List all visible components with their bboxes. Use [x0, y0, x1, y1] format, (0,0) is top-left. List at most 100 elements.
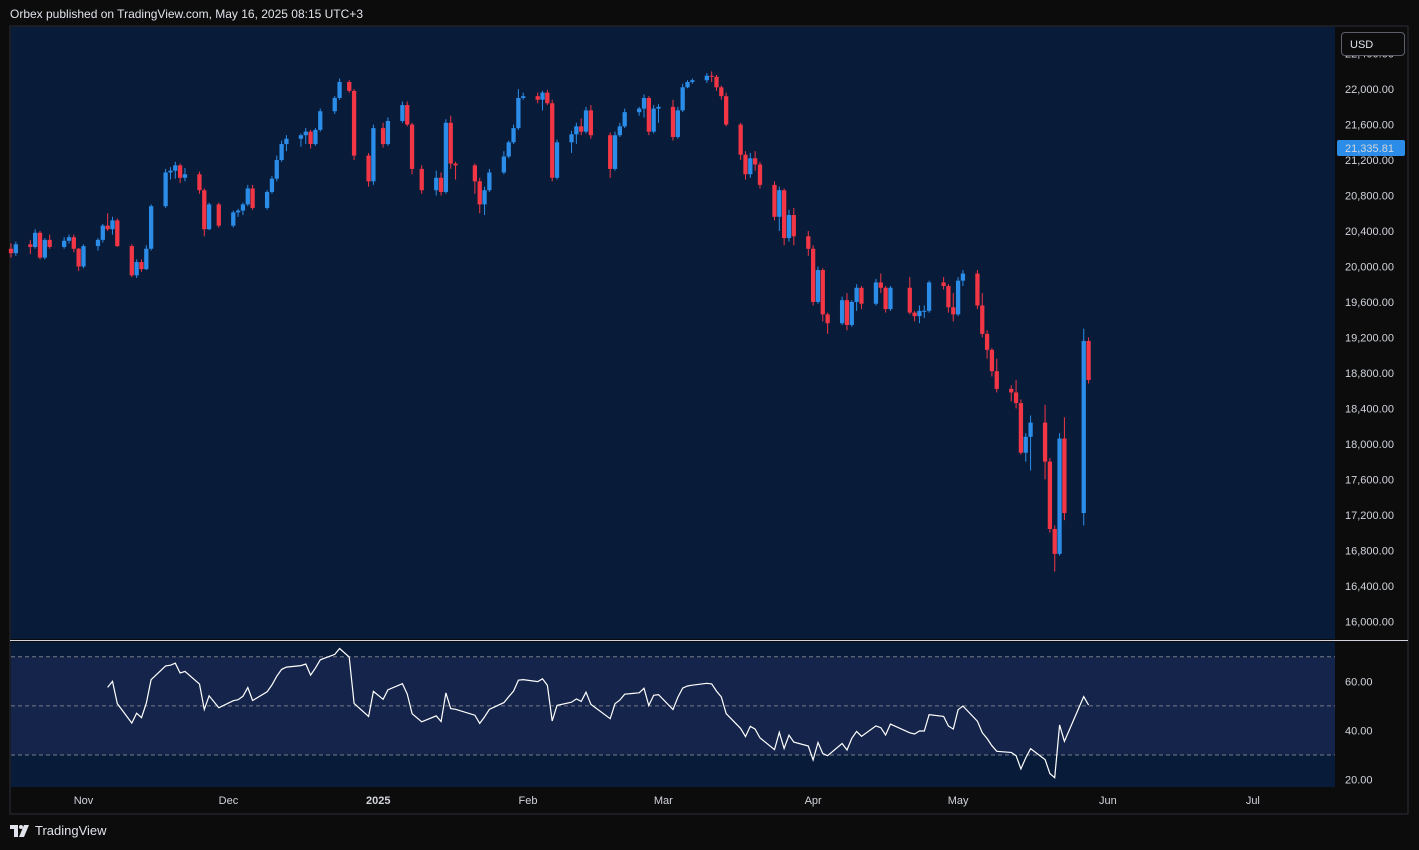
time-tick-label: Jul	[1246, 795, 1260, 807]
candle	[724, 92, 729, 127]
candle	[810, 245, 816, 306]
candle-body	[434, 177, 439, 191]
candle	[608, 132, 613, 178]
candle	[675, 106, 680, 139]
last-price-marker: 21,335.81	[1337, 139, 1405, 156]
candle	[511, 124, 516, 145]
rsi-axis-pane[interactable]	[1335, 642, 1407, 787]
tradingview-footer[interactable]: TradingView	[10, 823, 107, 838]
rsi-tick-label: 20.00	[1345, 775, 1373, 787]
candle	[366, 152, 371, 187]
candle-body	[448, 122, 453, 164]
price-tick-label: 18,000.00	[1345, 439, 1394, 451]
candle	[240, 202, 246, 216]
candle	[849, 300, 854, 327]
candle-body	[588, 110, 593, 136]
candle-body	[115, 220, 120, 247]
candle	[554, 139, 560, 180]
price-tick-label: 16,000.00	[1345, 616, 1394, 628]
candle	[622, 108, 627, 129]
candle	[588, 105, 593, 139]
candle-body	[1052, 529, 1057, 554]
candle	[501, 151, 507, 175]
candle-body	[980, 305, 985, 334]
price-tick-label: 19,600.00	[1345, 297, 1394, 309]
candle	[748, 152, 753, 178]
candle	[989, 348, 995, 377]
candle	[583, 106, 589, 134]
candle-body	[139, 262, 144, 270]
time-tick-label: Mar	[654, 795, 673, 807]
candle	[984, 330, 990, 359]
candle-body	[100, 225, 105, 240]
candle	[202, 188, 207, 237]
candle-body	[574, 126, 579, 135]
candle	[612, 131, 618, 171]
candle-body	[873, 282, 879, 304]
candle-body	[738, 124, 743, 155]
candle-body	[1081, 340, 1086, 514]
candle-body	[709, 75, 714, 77]
candle	[100, 223, 105, 243]
candle-body	[844, 300, 850, 326]
candle-body	[168, 170, 173, 173]
time-axis[interactable]: Nov Dec 2025 Feb Mar Apr May Jun Jul	[74, 795, 1260, 807]
candle	[37, 231, 43, 260]
candle	[197, 171, 202, 194]
candle-body	[298, 135, 304, 139]
candle-body	[371, 128, 376, 182]
candle-body	[134, 262, 139, 276]
time-tick-label: Jun	[1099, 795, 1117, 807]
candle-body	[883, 287, 888, 310]
candle	[791, 207, 796, 246]
candle	[62, 237, 67, 249]
candle-body	[206, 204, 212, 230]
candle	[1018, 399, 1024, 455]
candle-body	[878, 282, 883, 288]
candle	[453, 161, 458, 180]
time-tick-label: Feb	[519, 795, 538, 807]
candle-body	[405, 105, 410, 125]
candle	[216, 202, 221, 228]
candle	[206, 202, 212, 231]
candle-body	[859, 287, 864, 304]
candle-body	[71, 237, 76, 249]
currency-button[interactable]: USD	[1341, 32, 1405, 56]
candle	[400, 101, 405, 123]
candle	[163, 168, 168, 208]
candle-body	[680, 87, 685, 111]
candle	[81, 244, 86, 269]
candle-body	[849, 301, 854, 326]
candle	[917, 305, 922, 324]
candle	[854, 284, 859, 311]
candle-body	[955, 280, 961, 315]
candle-body	[409, 124, 415, 169]
candle-body	[786, 215, 792, 239]
candle	[318, 108, 323, 132]
candle-body	[269, 178, 275, 192]
candle	[946, 284, 951, 313]
candle-body	[656, 106, 661, 109]
candle	[28, 239, 33, 255]
candle-body	[907, 287, 912, 313]
candle	[168, 167, 173, 180]
candle-body	[182, 174, 188, 178]
rsi-axis[interactable]: 60.00 40.00 20.00	[1345, 676, 1373, 786]
candle	[405, 101, 410, 127]
candle-body	[231, 212, 236, 226]
candle-body	[535, 96, 540, 100]
candle	[719, 85, 724, 100]
candle	[235, 208, 241, 217]
price-axis-pane[interactable]	[1335, 27, 1407, 639]
candle-body	[332, 97, 337, 112]
tradingview-logo-icon	[10, 824, 29, 837]
candle	[753, 151, 758, 171]
candle	[883, 285, 888, 313]
price-axis[interactable]: 22,400.0022,000.0021,600.0021,200.0020,8…	[1345, 49, 1394, 629]
rsi-tick-label: 40.00	[1345, 725, 1373, 737]
candle	[743, 151, 748, 180]
candle-body	[438, 177, 444, 192]
candle-body	[854, 287, 859, 302]
candle-body	[351, 90, 357, 156]
